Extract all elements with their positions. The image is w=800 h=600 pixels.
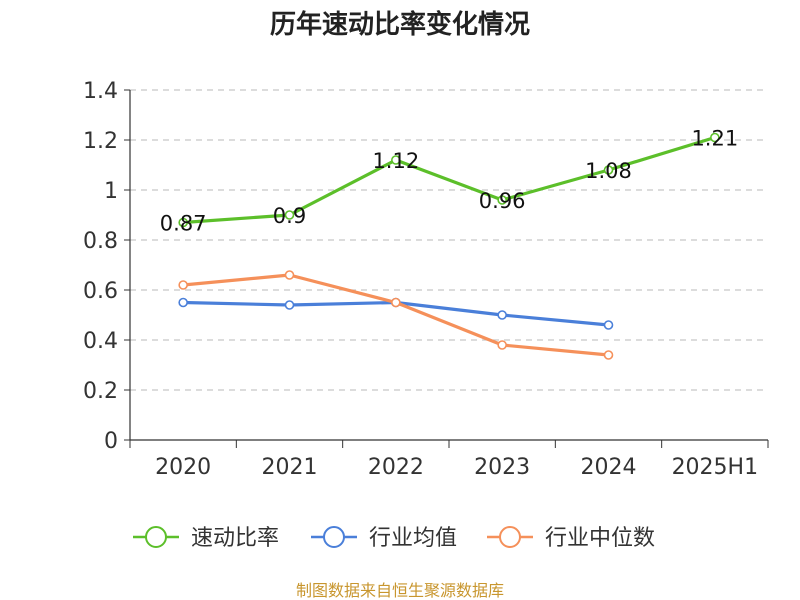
y-tick-label: 1.2: [83, 129, 118, 154]
legend-item: 速动比率: [133, 526, 279, 551]
data-label: 0.96: [479, 189, 526, 213]
x-tick-label: 2022: [368, 455, 424, 480]
series-layer: [178, 132, 720, 360]
data-label: 0.9: [273, 204, 306, 228]
x-tick-label: 2023: [474, 455, 530, 480]
data-label: 1.21: [691, 127, 738, 151]
data-point: [178, 280, 188, 290]
legend: 速动比率 行业均值 行业中位数: [133, 526, 655, 551]
legend-label: 行业中位数: [545, 526, 655, 551]
legend-swatch-marker: [499, 526, 521, 548]
x-tick-label: 2025H1: [672, 455, 759, 480]
data-label: 1.12: [372, 149, 419, 173]
data-point: [710, 132, 720, 143]
data-point: [603, 165, 614, 175]
data-point: [497, 340, 507, 350]
data-point: [284, 300, 295, 310]
data-labels: 0.87 0.9 1.12 0.96 1.08 1.21: [160, 127, 738, 236]
data-label: 1.08: [585, 159, 632, 183]
x-tick-label: 2020: [155, 455, 211, 480]
data-point: [497, 195, 507, 205]
data-point: [391, 155, 401, 165]
axes: 0 0.2 0.4 0.6 0.8 1 1.2 1.4 2020 2021 2022 2023 2024…: [83, 79, 769, 480]
source-note: 制图数据来自恒生聚源数据库: [296, 581, 504, 600]
data-point: [603, 320, 614, 330]
grid: [130, 89, 768, 391]
data-point: [178, 217, 188, 228]
y-tick-label: 0.4: [83, 329, 118, 354]
y-tick-label: 1: [104, 179, 118, 204]
x-tick-label: 2021: [262, 455, 318, 480]
chart-title: 历年速动比率变化情况: [270, 9, 530, 40]
data-point: [497, 310, 507, 320]
legend-swatch-marker: [323, 526, 345, 548]
x-tick-label: 2024: [581, 455, 637, 480]
y-tick-label: 0.6: [83, 279, 118, 304]
data-point: [603, 350, 614, 360]
y-tick-label: 1.4: [83, 79, 118, 104]
y-tick-label: 0: [104, 429, 118, 454]
series-line: [183, 135, 716, 225]
y-tick-label: 0.2: [83, 379, 118, 404]
legend-label: 行业均值: [369, 526, 457, 551]
data-point: [284, 270, 295, 280]
data-point: [178, 297, 188, 308]
legend-label: 速动比率: [191, 526, 279, 551]
data-label: 0.87: [160, 212, 207, 236]
y-tick-label: 0.8: [83, 229, 118, 254]
data-point: [284, 210, 295, 220]
series-line: [183, 273, 609, 357]
legend-swatch-marker: [145, 526, 167, 548]
data-point: [391, 297, 401, 308]
legend-item: 行业中位数: [487, 526, 655, 551]
legend-item: 行业均值: [311, 526, 457, 551]
